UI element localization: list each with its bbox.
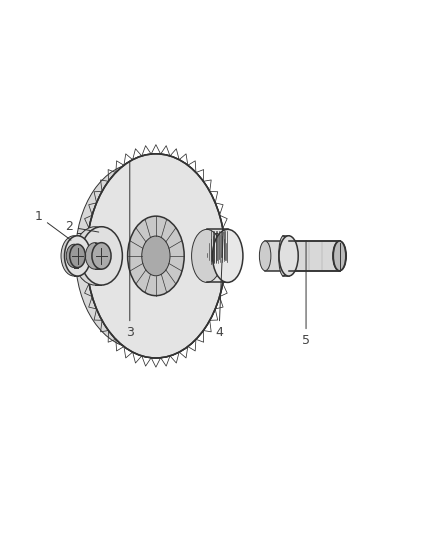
Ellipse shape	[66, 244, 82, 268]
Text: 4: 4	[215, 232, 223, 340]
Text: 3: 3	[126, 161, 134, 340]
Ellipse shape	[259, 241, 271, 271]
Ellipse shape	[142, 236, 170, 276]
Ellipse shape	[64, 236, 91, 276]
Ellipse shape	[93, 163, 219, 349]
Ellipse shape	[86, 154, 225, 358]
Ellipse shape	[127, 216, 184, 296]
Text: 5: 5	[302, 240, 310, 347]
Ellipse shape	[93, 163, 219, 349]
Ellipse shape	[279, 236, 298, 276]
Ellipse shape	[212, 229, 243, 282]
Ellipse shape	[70, 244, 85, 268]
Ellipse shape	[333, 241, 346, 271]
Ellipse shape	[279, 236, 288, 276]
Ellipse shape	[81, 227, 122, 285]
Ellipse shape	[191, 229, 222, 282]
Ellipse shape	[333, 241, 346, 271]
Ellipse shape	[85, 243, 105, 269]
Text: 1: 1	[35, 209, 71, 240]
Ellipse shape	[74, 227, 116, 285]
Ellipse shape	[75, 163, 201, 349]
Text: 2: 2	[65, 220, 99, 233]
Ellipse shape	[92, 243, 111, 269]
FancyBboxPatch shape	[265, 241, 339, 271]
Ellipse shape	[61, 236, 87, 276]
